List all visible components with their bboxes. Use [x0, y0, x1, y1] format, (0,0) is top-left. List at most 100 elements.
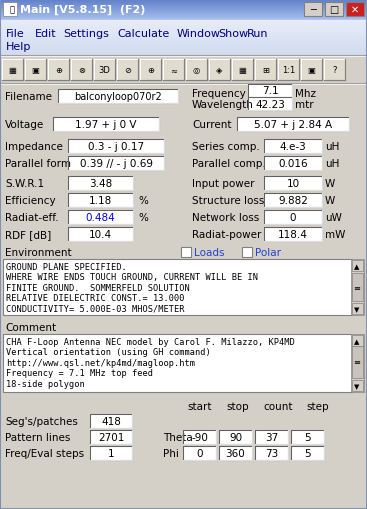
Text: RDF [dB]: RDF [dB]	[5, 230, 51, 240]
FancyBboxPatch shape	[71, 60, 92, 81]
Text: Run: Run	[247, 29, 269, 39]
Text: 1.18: 1.18	[89, 195, 112, 206]
Text: 3.48: 3.48	[89, 179, 112, 189]
Text: Phi: Phi	[163, 448, 179, 458]
Text: ⊞: ⊞	[262, 66, 269, 75]
FancyBboxPatch shape	[351, 260, 364, 316]
Text: ?: ?	[332, 66, 337, 75]
FancyBboxPatch shape	[58, 90, 178, 104]
FancyBboxPatch shape	[264, 177, 322, 191]
Text: Pattern lines: Pattern lines	[5, 432, 70, 442]
Text: uH: uH	[325, 142, 339, 152]
Text: 0: 0	[290, 213, 296, 222]
Text: 37: 37	[265, 432, 278, 442]
Text: Comment: Comment	[5, 322, 56, 332]
Text: Filename: Filename	[5, 92, 52, 102]
Text: ◈: ◈	[216, 66, 223, 75]
Text: ▣: ▣	[32, 66, 39, 75]
Text: Environment: Environment	[5, 247, 72, 258]
Text: Network loss: Network loss	[192, 213, 259, 222]
Text: 0: 0	[196, 448, 203, 458]
Text: mtr: mtr	[295, 100, 314, 110]
FancyBboxPatch shape	[94, 60, 115, 81]
FancyBboxPatch shape	[163, 60, 184, 81]
FancyBboxPatch shape	[181, 247, 191, 258]
Text: 9.882: 9.882	[278, 195, 308, 206]
Text: 90: 90	[229, 432, 242, 442]
Text: File: File	[6, 29, 25, 39]
Text: Efficiency: Efficiency	[5, 195, 56, 206]
Text: Mhz: Mhz	[295, 89, 316, 99]
FancyBboxPatch shape	[352, 273, 363, 301]
FancyBboxPatch shape	[255, 430, 288, 444]
FancyBboxPatch shape	[90, 430, 132, 444]
Text: uW: uW	[325, 213, 342, 222]
Text: 73: 73	[265, 448, 278, 458]
Text: mW: mW	[325, 230, 345, 240]
FancyBboxPatch shape	[219, 446, 252, 460]
FancyBboxPatch shape	[248, 98, 292, 111]
Text: ⊘: ⊘	[124, 66, 131, 75]
Text: ⊕: ⊕	[147, 66, 154, 75]
FancyBboxPatch shape	[117, 60, 138, 81]
FancyBboxPatch shape	[68, 193, 133, 208]
Text: ▲: ▲	[354, 264, 360, 269]
FancyBboxPatch shape	[352, 335, 363, 346]
Text: 118.4: 118.4	[278, 230, 308, 240]
FancyBboxPatch shape	[248, 85, 292, 98]
Text: Theta: Theta	[163, 432, 193, 442]
FancyBboxPatch shape	[278, 60, 299, 81]
Text: Wavelength: Wavelength	[192, 100, 254, 110]
FancyBboxPatch shape	[237, 118, 349, 132]
FancyBboxPatch shape	[2, 60, 23, 81]
Text: Polar: Polar	[255, 247, 281, 258]
Text: ▣: ▣	[308, 66, 316, 75]
FancyBboxPatch shape	[3, 3, 17, 17]
Text: Show: Show	[218, 29, 248, 39]
FancyBboxPatch shape	[264, 211, 322, 224]
FancyBboxPatch shape	[352, 303, 363, 315]
Text: 📡: 📡	[10, 6, 15, 14]
FancyBboxPatch shape	[255, 60, 276, 81]
Text: ▼: ▼	[354, 383, 360, 389]
Text: 4.e-3: 4.e-3	[280, 142, 306, 152]
Text: ▦: ▦	[8, 66, 17, 75]
FancyBboxPatch shape	[48, 60, 69, 81]
FancyBboxPatch shape	[183, 446, 216, 460]
FancyBboxPatch shape	[68, 228, 133, 242]
Text: □: □	[329, 5, 339, 15]
FancyBboxPatch shape	[352, 346, 363, 378]
Text: ▦: ▦	[239, 66, 246, 75]
Text: ◎: ◎	[193, 66, 200, 75]
Text: Radiat-power: Radiat-power	[192, 230, 261, 240]
Text: Structure loss: Structure loss	[192, 195, 264, 206]
FancyBboxPatch shape	[25, 60, 46, 81]
FancyBboxPatch shape	[304, 3, 322, 17]
Text: Calculate: Calculate	[117, 29, 170, 39]
FancyBboxPatch shape	[264, 193, 322, 208]
FancyBboxPatch shape	[301, 60, 322, 81]
Text: Voltage: Voltage	[5, 120, 44, 130]
Text: Seg's/patches: Seg's/patches	[5, 416, 78, 426]
FancyBboxPatch shape	[325, 3, 343, 17]
Text: ⊕: ⊕	[55, 66, 62, 75]
FancyBboxPatch shape	[68, 140, 164, 154]
FancyBboxPatch shape	[68, 211, 133, 224]
Text: 7.1: 7.1	[262, 87, 278, 96]
Text: Parallel form: Parallel form	[5, 159, 71, 168]
Text: ▼: ▼	[354, 306, 360, 313]
FancyBboxPatch shape	[3, 260, 352, 316]
Text: GROUND PLANE SPECIFIED.
WHERE WIRE ENDS TOUCH GROUND, CURRENT WILL BE IN
FINITE : GROUND PLANE SPECIFIED. WHERE WIRE ENDS …	[6, 263, 258, 313]
Text: 5: 5	[304, 448, 311, 458]
Text: Radiat-eff.: Radiat-eff.	[5, 213, 59, 222]
FancyBboxPatch shape	[0, 57, 367, 83]
FancyBboxPatch shape	[53, 118, 159, 132]
Text: 2701: 2701	[98, 432, 124, 442]
Text: Input power: Input power	[192, 179, 254, 189]
Text: Freq/Eval steps: Freq/Eval steps	[5, 448, 84, 458]
Text: Impedance: Impedance	[5, 142, 63, 152]
Text: 5.07 + j 2.84 A: 5.07 + j 2.84 A	[254, 120, 332, 130]
FancyBboxPatch shape	[232, 60, 253, 81]
Text: 1.97 + j 0 V: 1.97 + j 0 V	[75, 120, 137, 130]
FancyBboxPatch shape	[90, 446, 132, 460]
